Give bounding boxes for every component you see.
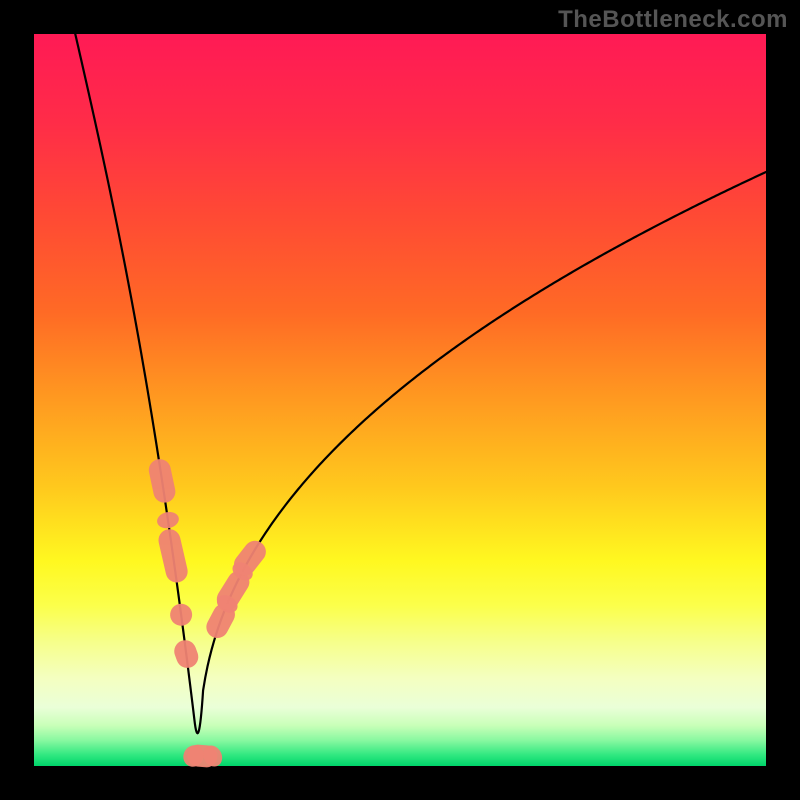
bottleneck-chart bbox=[0, 0, 800, 800]
watermark-label: TheBottleneck.com bbox=[558, 6, 788, 34]
chart-container: TheBottleneck.com bbox=[0, 0, 800, 800]
plot-area bbox=[34, 34, 766, 766]
